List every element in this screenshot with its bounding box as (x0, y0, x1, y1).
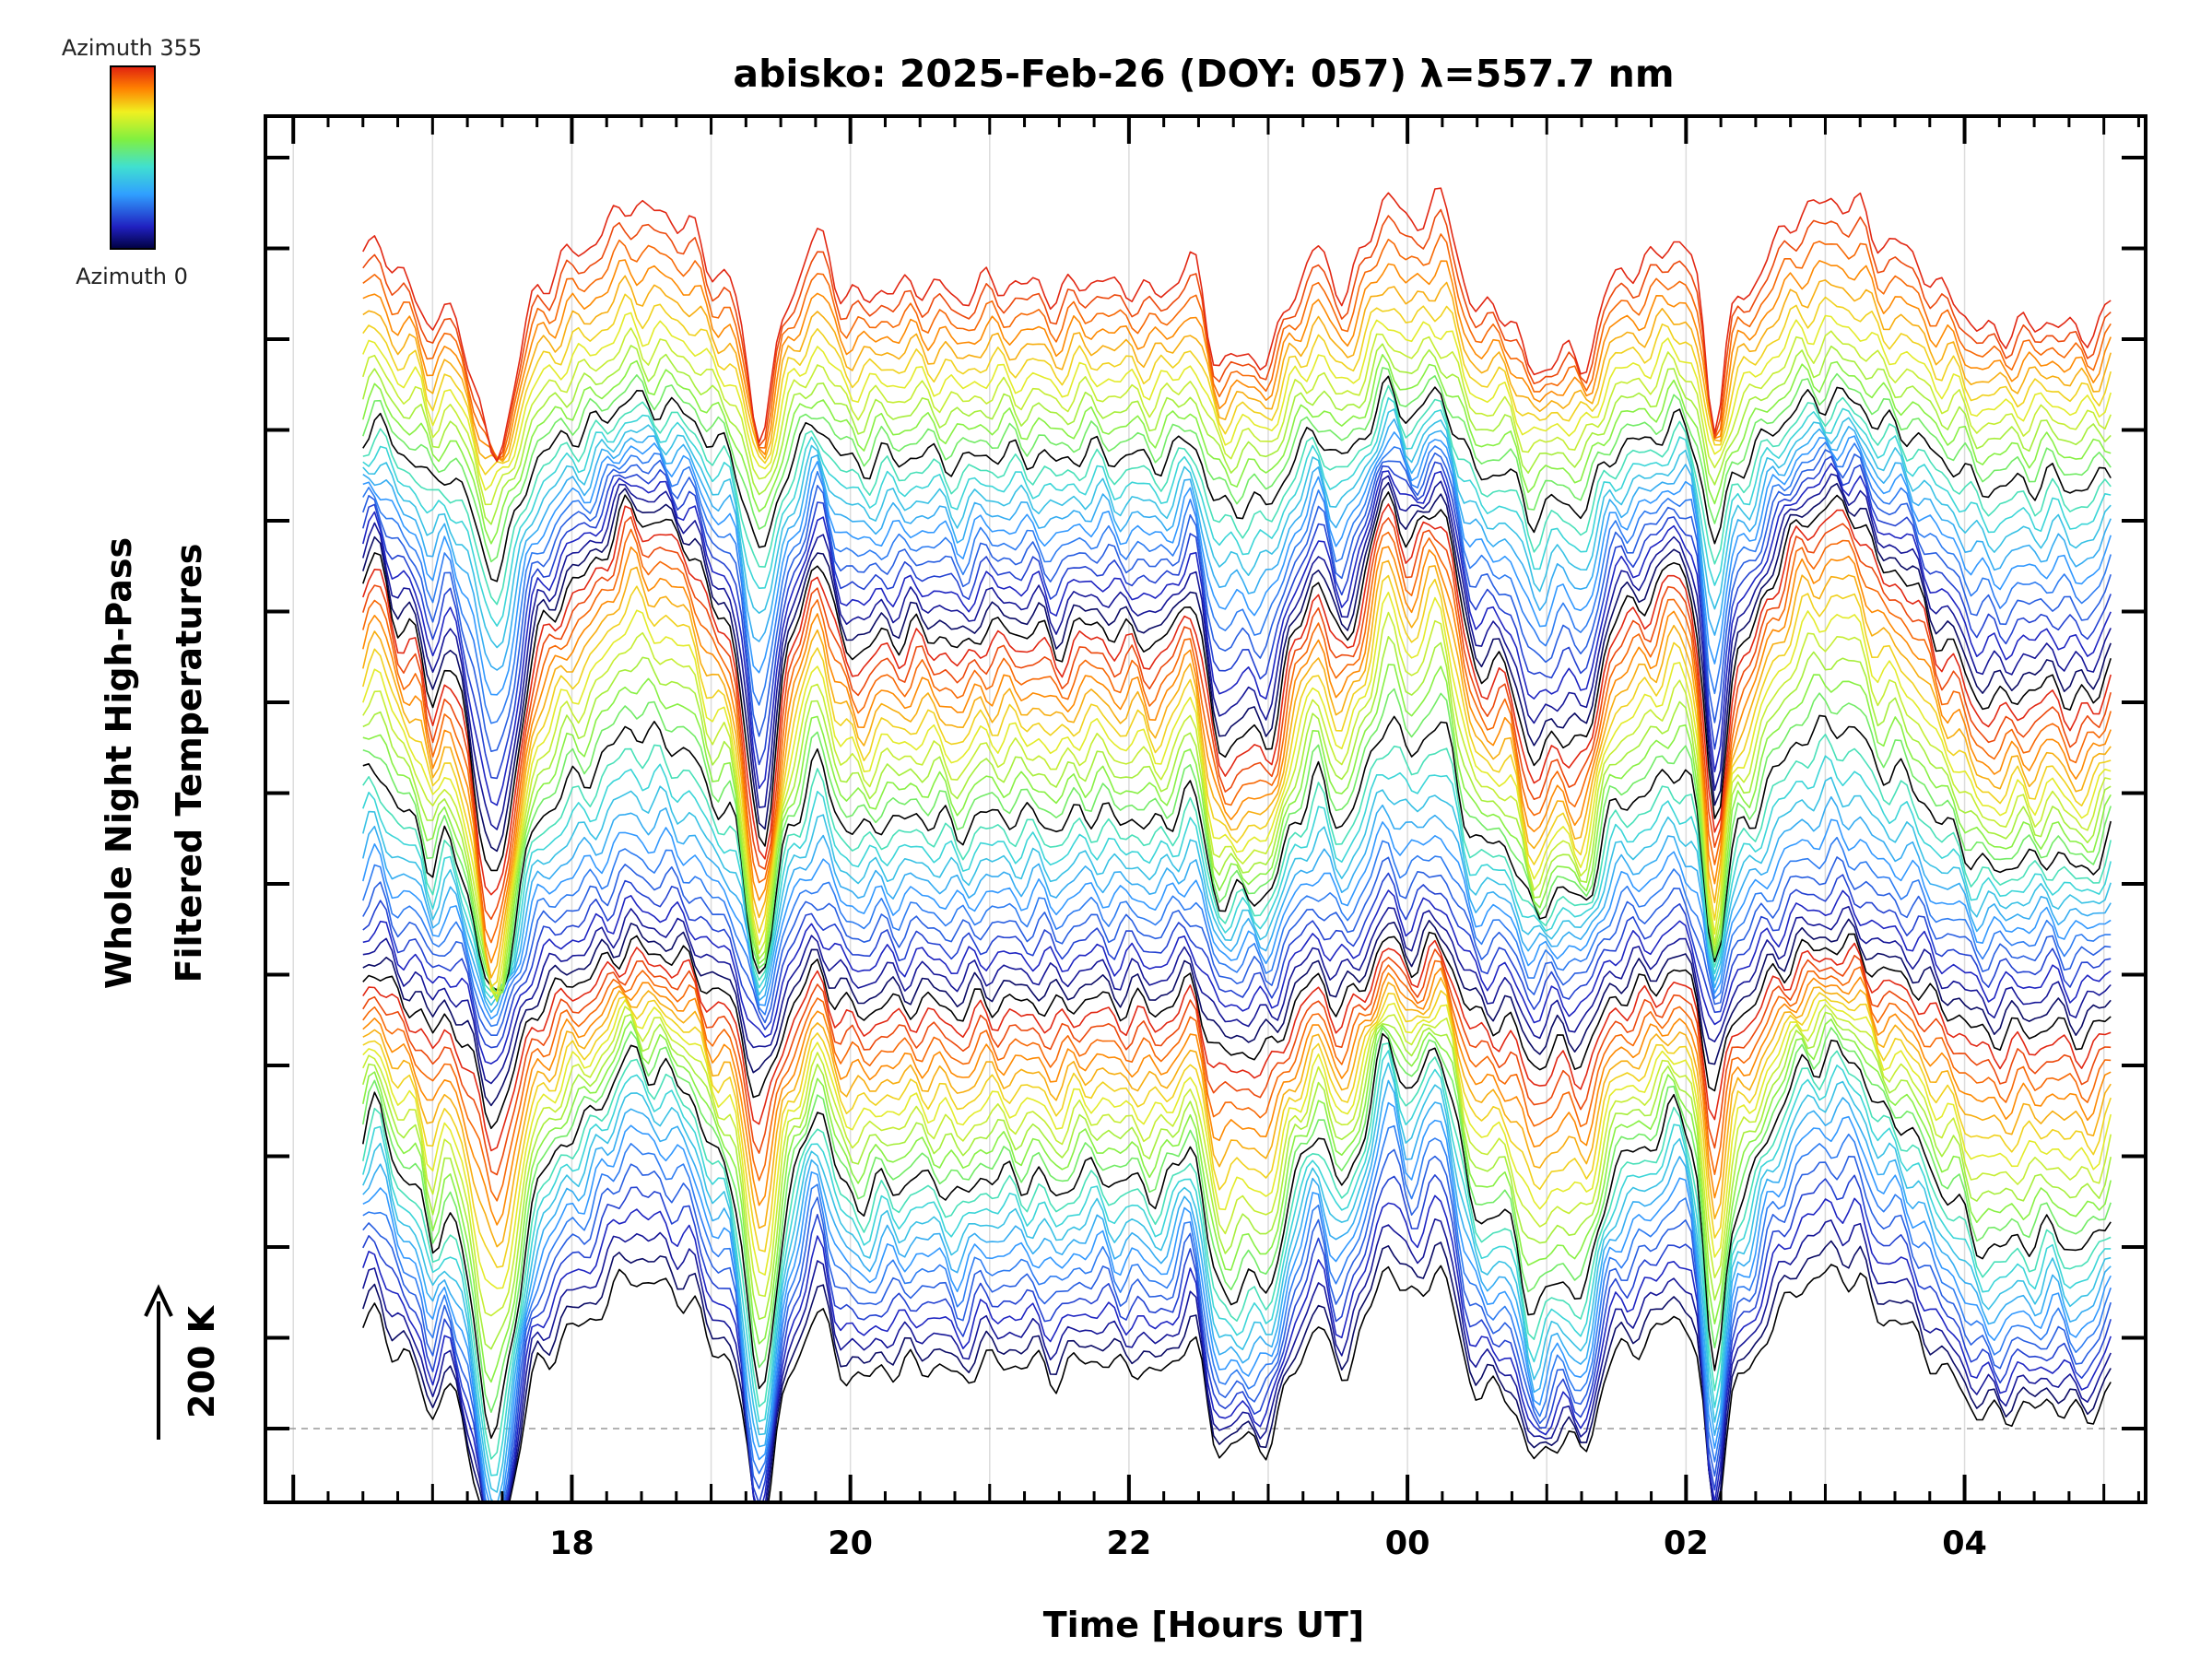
series-line-azimuth-330 (362, 293, 2112, 476)
x-tick-label: 02 (1664, 1525, 1709, 1562)
series-line-azimuth-215 (362, 559, 2112, 979)
x-tick-label: 04 (1942, 1525, 1987, 1562)
series-line-azimuth-275 (362, 431, 2112, 696)
series-line-azimuth-35 (362, 1101, 2112, 1502)
series-line-azimuth-155 (362, 818, 2112, 1020)
scale-bar: 200 K (144, 1284, 222, 1440)
series-line-azimuth-220 (362, 546, 2112, 964)
series-line-azimuth-125 (362, 918, 2112, 1107)
series-line-azimuth-5 (362, 1240, 2112, 1502)
scale-bar-arrow-head (144, 1284, 173, 1317)
plot-frame (264, 114, 2147, 1504)
series-line-azimuth-55 (362, 1042, 2112, 1460)
series-line-azimuth-145 (362, 856, 2112, 1036)
series-line-azimuth-85 (362, 999, 2112, 1289)
series-line-azimuth-225 (362, 528, 2112, 944)
y-axis-label: Whole Night High-Pass Filtered Temperatu… (99, 537, 209, 989)
colorbar-gradient (110, 65, 156, 250)
series-line-azimuth-325 (362, 312, 2112, 491)
series-line-azimuth-105 (362, 959, 2112, 1202)
series-line-azimuth-45 (362, 1062, 2112, 1493)
series-line-azimuth-75 (362, 1011, 2112, 1350)
y-axis-label-line2: Filtered Temperatures (169, 544, 209, 983)
chart-title: abisko: 2025-Feb-26 (DOY: 057) λ=557.7 n… (733, 52, 1674, 96)
series-line-azimuth-165 (362, 776, 2112, 1006)
series-line-azimuth-50 (362, 1050, 2112, 1477)
series-line-azimuth-95 (362, 977, 2112, 1248)
series-line-azimuth-270 (362, 441, 2112, 724)
series-line-azimuth-80 (362, 1004, 2112, 1317)
series-line-azimuth-240 (362, 491, 2112, 872)
series-line-azimuth-65 (362, 1027, 2112, 1413)
series-line-azimuth-355 (362, 187, 2112, 463)
colorbar: Azimuth 355 Azimuth 0 (62, 35, 202, 289)
series-traces (362, 187, 2112, 1502)
series-line-azimuth-0 (362, 1264, 2112, 1502)
scale-bar-label: 200 K (182, 1304, 222, 1418)
x-axis-label: Time [Hours UT] (1043, 1605, 1365, 1645)
series-line-azimuth-195 (362, 636, 2112, 1003)
series-line-azimuth-260 (362, 455, 2112, 780)
y-axis-label-line1: Whole Night High-Pass (99, 537, 139, 989)
series-line-azimuth-180 (362, 714, 2112, 992)
series-line-azimuth-135 (362, 889, 2112, 1065)
series-line-azimuth-175 (362, 734, 2112, 993)
series-line-azimuth-70 (362, 1018, 2112, 1383)
series-line-azimuth-265 (362, 449, 2112, 752)
series-line-azimuth-10 (362, 1218, 2112, 1502)
series-line-azimuth-40 (362, 1079, 2112, 1502)
series-line-azimuth-190 (362, 664, 2112, 1000)
series-line-azimuth-20 (362, 1174, 2112, 1502)
series-line-azimuth-350 (362, 208, 2112, 463)
series-line-azimuth-345 (362, 233, 2112, 461)
x-tick-label: 22 (1107, 1525, 1152, 1562)
series-line-azimuth-120 (362, 931, 2112, 1130)
series-line-azimuth-150 (362, 836, 2112, 1028)
x-tick-label: 00 (1385, 1525, 1430, 1562)
series-line-azimuth-305 (362, 367, 2112, 563)
series-line-azimuth-210 (362, 574, 2112, 988)
axes: 18 20 22 00 02 04 (264, 114, 2147, 1562)
colorbar-top-label: Azimuth 355 (62, 35, 202, 61)
series-line-azimuth-90 (362, 990, 2112, 1268)
series-line-azimuth-110 (362, 948, 2112, 1176)
series-line-azimuth-100 (362, 967, 2112, 1226)
series-line-azimuth-310 (362, 354, 2112, 545)
series-line-azimuth-115 (362, 939, 2112, 1152)
series-line-azimuth-15 (362, 1194, 2112, 1502)
series-line-azimuth-255 (362, 463, 2112, 806)
x-tick-label: 20 (828, 1525, 873, 1562)
series-line-azimuth-60 (362, 1032, 2112, 1440)
series-line-azimuth-230 (362, 516, 2112, 921)
series-line-azimuth-335 (362, 275, 2112, 463)
series-line-azimuth-30 (362, 1124, 2112, 1502)
series-line-azimuth-200 (362, 611, 2112, 1001)
series-line-azimuth-295 (362, 384, 2112, 606)
series-line-azimuth-160 (362, 795, 2112, 1013)
series-line-azimuth-290 (362, 396, 2112, 627)
series-line-azimuth-185 (362, 688, 2112, 995)
series-line-azimuth-280 (362, 418, 2112, 671)
colorbar-bottom-label: Azimuth 0 (76, 264, 188, 289)
series-line-azimuth-235 (362, 503, 2112, 896)
series-line-azimuth-25 (362, 1148, 2112, 1502)
series-line-azimuth-130 (362, 905, 2112, 1085)
series-line-azimuth-315 (362, 343, 2112, 525)
series-line-azimuth-170 (362, 755, 2112, 999)
series-line-azimuth-340 (362, 259, 2112, 461)
x-tick-label: 18 (549, 1525, 594, 1562)
series-line-azimuth-320 (362, 327, 2112, 506)
series-line-azimuth-300 (362, 375, 2112, 582)
series-line-azimuth-285 (362, 408, 2112, 649)
series-line-azimuth-245 (362, 481, 2112, 853)
series-line-azimuth-140 (362, 872, 2112, 1049)
series-line-azimuth-250 (362, 473, 2112, 830)
series-line-azimuth-205 (362, 592, 2112, 994)
